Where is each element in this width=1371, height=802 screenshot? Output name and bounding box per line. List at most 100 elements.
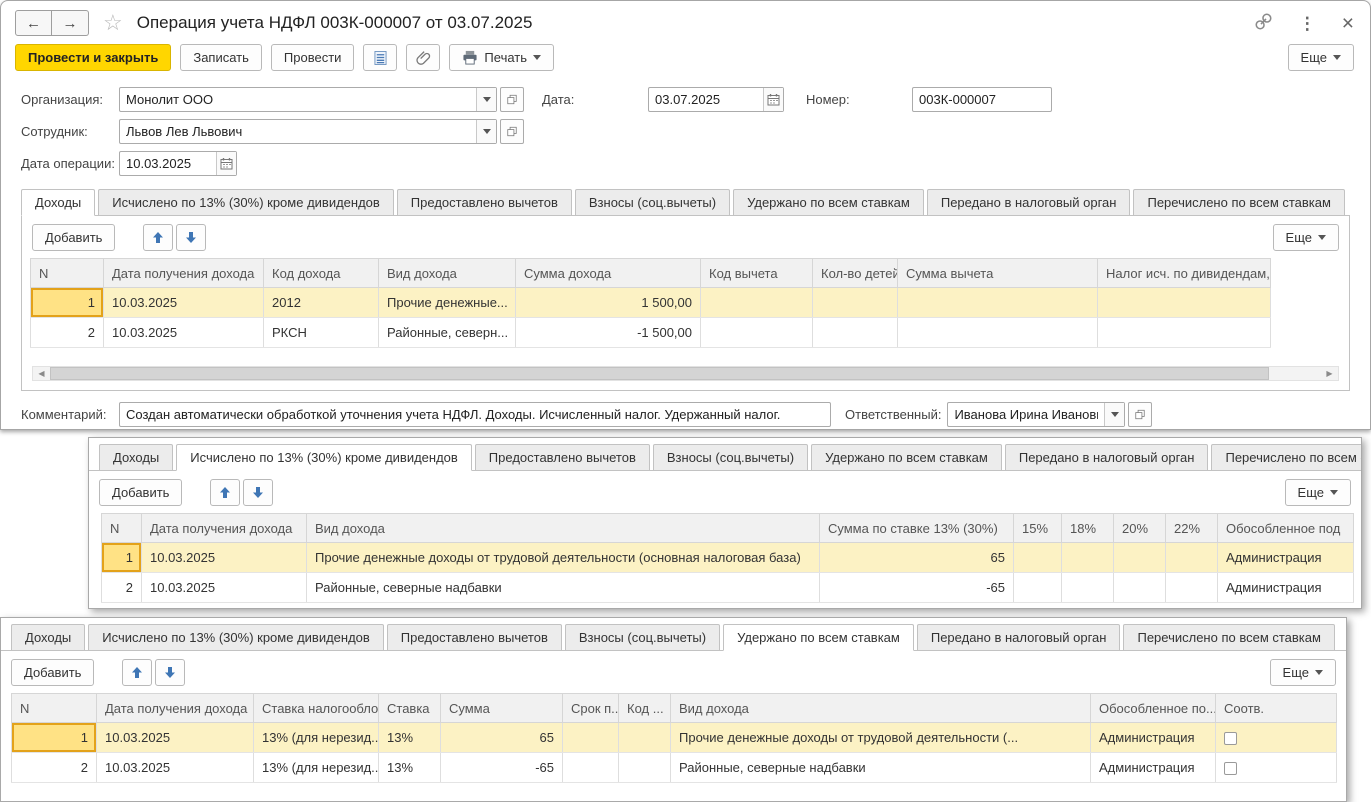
scrollbar-thumb[interactable] [50,367,1269,380]
incomes-table: N Дата получения дохода Код дохода Вид д… [30,258,1271,348]
tab-remitted[interactable]: Перечислено по всем ставкам [1123,624,1335,651]
calendar-icon[interactable] [763,88,783,111]
open-icon[interactable] [500,119,524,144]
close-icon[interactable]: × [1341,11,1354,35]
organization-field [119,87,497,112]
date-label: Дата: [542,92,575,107]
tab-calculated-13[interactable]: Исчислено по 13% (30%) кроме дивидендов [98,189,394,216]
withheld-tab-panel: Доходы Исчислено по 13% (30%) кроме диви… [0,617,1347,802]
tab-deductions[interactable]: Предоставлено вычетов [474,444,650,471]
forward-icon[interactable]: → [52,10,89,36]
window-more-button[interactable]: Еще [1287,44,1354,71]
tab-transferred-to-tax[interactable]: Передано в налоговый орган [916,624,1121,651]
incomes-more-button[interactable]: Еще [1272,224,1339,251]
operation-date-field [119,151,237,176]
move-up-icon[interactable] [122,659,153,686]
organization-input[interactable] [120,88,476,111]
tab-calculated-13[interactable]: Исчислено по 13% (30%) кроме дивидендов [176,444,472,471]
chevron-down-icon[interactable] [476,120,496,143]
tab-calculated-13[interactable]: Исчислено по 13% (30%) кроме дивидендов [88,624,384,651]
back-icon[interactable]: ← [15,10,52,36]
tab-deductions[interactable]: Предоставлено вычетов [386,624,562,651]
tab-contributions[interactable]: Взносы (соц.вычеты) [652,444,809,471]
scroll-right-icon[interactable]: ▶ [1326,369,1333,378]
table-header-row: N Дата получения дохода Вид дохода Сумма… [101,513,1354,543]
tab-contributions[interactable]: Взносы (соц.вычеты) [564,624,721,651]
operation-date-row: Дата операции: [21,151,1370,176]
number-field [912,87,1052,112]
comment-field [119,402,831,427]
chevron-down-icon [1318,235,1326,240]
move-down-icon[interactable] [243,479,274,506]
match-checkbox[interactable] [1224,762,1237,776]
withheld-more-button[interactable]: Еще [1269,659,1336,686]
print-button[interactable]: Печать [449,44,555,71]
tab-bar-withheld: Доходы Исчислено по 13% (30%) кроме диви… [1,618,1346,651]
move-down-icon[interactable] [155,659,186,686]
title-bar: ← → ☆ Операция учета НДФЛ 003К-000007 от… [1,1,1370,39]
number-input[interactable] [913,88,1051,111]
post-button[interactable]: Провести [270,44,355,71]
paperclip-icon[interactable] [406,44,441,71]
add-button[interactable]: Добавить [11,659,95,686]
structure-icon[interactable] [363,44,398,71]
table-row: 1 10.03.2025 13% (для нерезид... 13% 65 … [11,722,1337,753]
calendar-icon[interactable] [216,152,236,175]
more-menu-icon[interactable]: ⋮ [1298,13,1316,33]
page-title: Операция учета НДФЛ 003К-000007 от 03.07… [136,13,533,32]
add-button[interactable]: Добавить [32,224,116,251]
add-button[interactable]: Добавить [99,479,183,506]
table-row: 2 10.03.2025 13% (для нерезид... 13% -65… [11,752,1337,783]
tab-incomes[interactable]: Доходы [21,189,96,216]
operation-date-label: Дата операции: [21,156,115,171]
operation-date-input[interactable] [120,152,216,175]
match-checkbox[interactable] [1224,732,1237,746]
table-row: 1 10.03.2025 Прочие денежные доходы от т… [101,542,1354,573]
move-up-icon[interactable] [143,224,174,251]
tab-remitted[interactable]: Перечислено по всем ставкам [1133,189,1345,216]
responsible-input[interactable] [948,403,1105,426]
responsible-label: Ответственный: [845,407,942,422]
tab-transferred-to-tax[interactable]: Передано в налоговый орган [1004,444,1209,471]
organization-row: Организация: Дата: Номер: [21,87,1370,112]
move-down-icon[interactable] [176,224,207,251]
chevron-down-icon[interactable] [476,88,496,111]
responsible-field [947,402,1126,427]
link-icon[interactable] [1254,12,1273,34]
tab-contributions[interactable]: Взносы (соц.вычеты) [574,189,731,216]
tab-transferred-to-tax[interactable]: Передано в налоговый орган [926,189,1131,216]
comment-row: Комментарий: Ответственный: [21,402,1370,427]
employee-input[interactable] [120,120,476,143]
horizontal-scrollbar[interactable]: ◀ ▶ [32,366,1339,381]
tab-withheld[interactable]: Удержано по всем ставкам [811,444,1002,471]
calculated-more-button[interactable]: Еще [1284,479,1351,506]
tab-incomes[interactable]: Доходы [99,444,174,471]
tab-bar-main: Доходы Исчислено по 13% (30%) кроме диви… [21,189,1350,216]
employee-label: Сотрудник: [21,124,88,139]
main-window: ← → ☆ Операция учета НДФЛ 003К-000007 от… [0,0,1371,430]
employee-field [119,119,497,144]
table-header-row: N Дата получения дохода Код дохода Вид д… [30,258,1271,288]
date-field [648,87,784,112]
chevron-down-icon [1330,490,1338,495]
favorite-star-icon[interactable]: ☆ [103,10,123,35]
command-bar: Провести и закрыть Записать Провести Печ… [1,39,1370,80]
open-icon[interactable] [1128,402,1153,427]
move-up-icon[interactable] [210,479,241,506]
table-row: 2 10.03.2025 Районные, северные надбавки… [101,572,1354,603]
date-input[interactable] [649,88,763,111]
post-and-close-button[interactable]: Провести и закрыть [15,44,172,71]
tab-bar-calculated: Доходы Исчислено по 13% (30%) кроме диви… [89,438,1361,471]
scroll-left-icon[interactable]: ◀ [38,369,45,378]
chevron-down-icon[interactable] [1104,403,1125,426]
tab-deductions[interactable]: Предоставлено вычетов [396,189,572,216]
incomes-toolbar: Добавить Еще [22,216,1349,258]
chevron-down-icon [533,55,542,60]
open-icon[interactable] [500,87,524,112]
tab-withheld[interactable]: Удержано по всем ставкам [733,189,924,216]
comment-input[interactable] [120,403,830,426]
tab-incomes[interactable]: Доходы [11,624,86,651]
tab-withheld[interactable]: Удержано по всем ставкам [723,624,914,651]
tab-remitted[interactable]: Перечислено по всем ставкам [1211,444,1361,471]
write-button[interactable]: Записать [180,44,262,71]
